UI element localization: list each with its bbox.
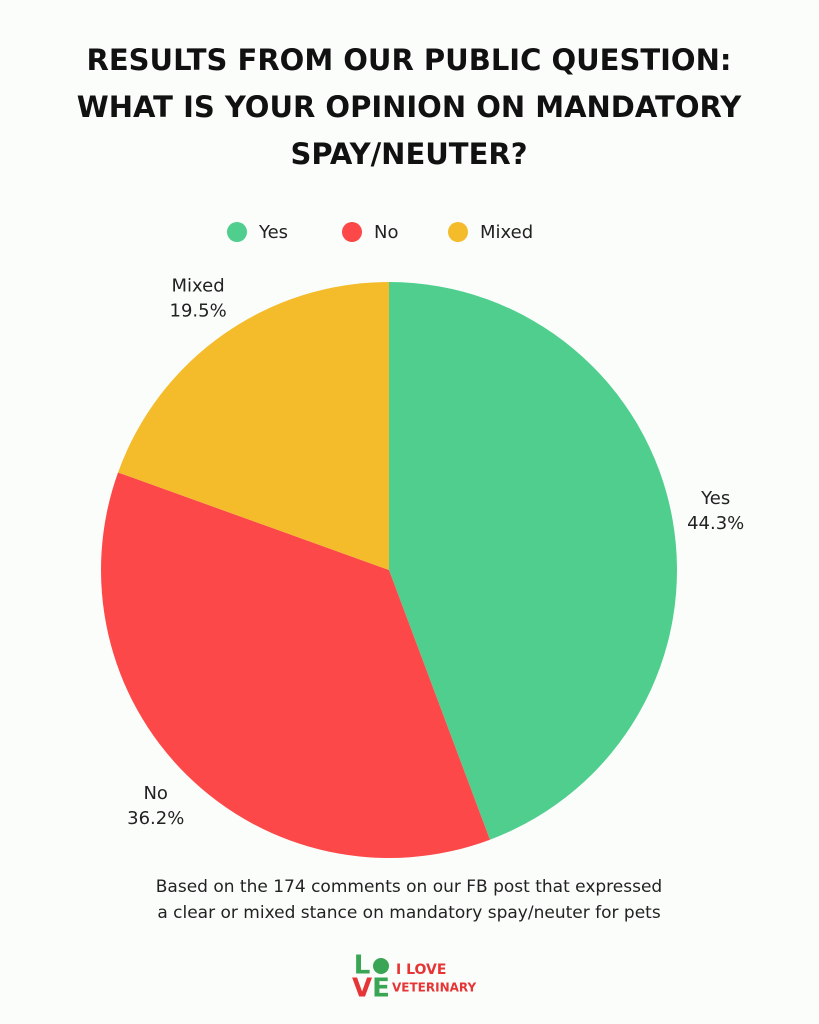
slice-label: Yes [700, 488, 730, 509]
legend-label: Yes [258, 222, 288, 243]
pie-slice [389, 282, 677, 840]
pie-slice [100, 472, 490, 858]
slice-value: 44.3% [687, 513, 744, 534]
legend-label: Mixed [480, 222, 533, 243]
logo-letter: L [354, 951, 371, 981]
legend-label: No [374, 222, 398, 243]
footnote: a clear or mixed stance on mandatory spa… [157, 903, 660, 923]
slice-value: 19.5% [170, 300, 227, 321]
slice-label: No [143, 783, 167, 804]
slice-value: 36.2% [127, 808, 184, 829]
slice-label: Mixed [172, 275, 225, 296]
logo: L V E I LOVE VETERINARY [352, 951, 477, 1004]
legend-swatch [342, 222, 362, 242]
logo-letter: E [372, 974, 390, 1004]
logo-paw [373, 958, 389, 974]
chart-title: RESULTS FROM OUR PUBLIC QUESTION: [87, 43, 732, 77]
chart-title: SPAY/NEUTER? [290, 137, 527, 171]
logo-text: VETERINARY [392, 981, 476, 995]
legend-swatch [448, 222, 468, 242]
footnote: Based on the 174 comments on our FB post… [156, 877, 662, 897]
chart-title: WHAT IS YOUR OPINION ON MANDATORY [77, 90, 743, 124]
logo-text: I LOVE [396, 962, 446, 978]
legend-swatch [227, 222, 247, 242]
logo-letter: V [352, 974, 372, 1004]
pie-slice [118, 282, 389, 570]
